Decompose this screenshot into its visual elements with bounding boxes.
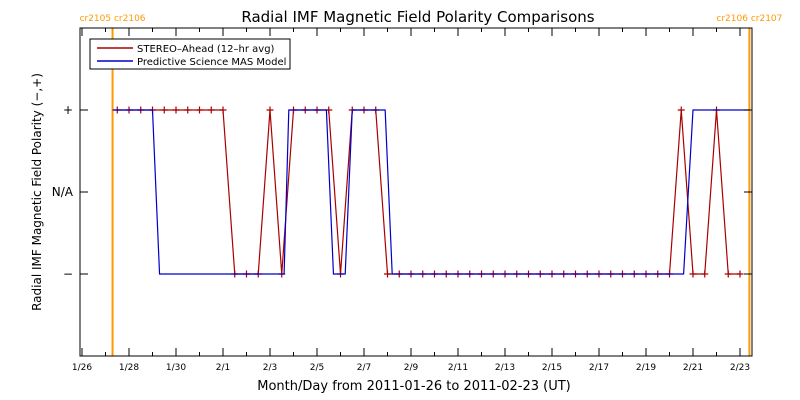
x-tick-label: 1/26 [72, 363, 92, 373]
stereo-ahead-point [207, 106, 215, 114]
y-tick-label: − [63, 267, 73, 281]
x-tick-label: 1/30 [166, 363, 186, 373]
x-tick-label: 2/23 [730, 363, 750, 373]
stereo-ahead-point [196, 106, 203, 114]
legend: STEREO–Ahead (12–hr avg) Predictive Scie… [89, 38, 291, 70]
stereo-ahead-point [384, 270, 391, 278]
x-tick-label: 2/19 [636, 363, 656, 373]
legend-box [89, 38, 291, 70]
stereo-ahead-point [689, 270, 697, 278]
stereo-ahead-point [724, 270, 732, 278]
y-axis-label: Radial IMF Magnetic Field Polarity (−,+) [30, 73, 44, 311]
stereo-ahead-point [736, 270, 744, 278]
stereo-ahead-point [184, 106, 192, 114]
x-tick-label: 2/7 [357, 363, 371, 373]
carrington-marker-label: cr2106 cr2107 [716, 14, 782, 24]
x-tick-label: 2/5 [310, 363, 324, 373]
chart-title: Radial IMF Magnetic Field Polarity Compa… [241, 8, 594, 26]
stereo-ahead-point [701, 270, 709, 278]
x-tick-label: 2/13 [495, 363, 515, 373]
x-tick-label: 2/3 [263, 363, 277, 373]
mas-model-line [112, 109, 750, 275]
x-tick-label: 2/9 [404, 363, 419, 373]
y-tick-label: + [63, 103, 73, 117]
carrington-marker-label: cr2105 cr2106 [80, 14, 146, 24]
legend-label-mas-model: Predictive Science MAS Model [137, 57, 286, 68]
stereo-ahead-point [219, 106, 227, 114]
x-tick-label: 1/28 [119, 363, 139, 373]
x-tick-label: 2/17 [589, 363, 609, 373]
x-tick-label: 2/21 [683, 363, 703, 373]
stereo-ahead-point [266, 106, 274, 114]
series-layer [112, 106, 750, 278]
stereo-ahead-point [677, 106, 685, 114]
stereo-ahead-point [160, 106, 168, 114]
stereo-ahead-point [172, 106, 180, 114]
x-tick-label: 2/11 [448, 363, 468, 373]
plot-frame [79, 27, 753, 357]
x-tick-label: 2/1 [216, 363, 230, 373]
x-axis-label: Month/Day from 2011-01-26 to 2011-02-23 … [257, 379, 570, 394]
x-tick-label: 2/15 [542, 363, 562, 373]
stereo-ahead-line [117, 109, 740, 275]
legend-label-stereo: STEREO–Ahead (12–hr avg) [137, 44, 275, 55]
y-tick-label: N/A [52, 185, 74, 199]
axis-layer: 1/26 1/28 1/30 2/1 2/3 2/5 2/7 2/9 2/11 2/13 2/15 2… [52, 28, 752, 373]
